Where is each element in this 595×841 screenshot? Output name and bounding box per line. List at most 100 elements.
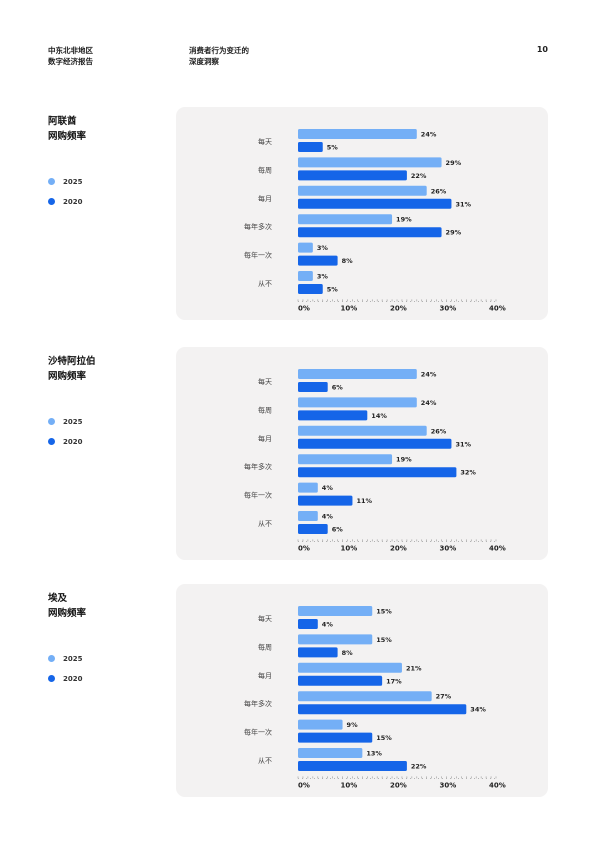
section-title-line-1: 阿联酋 <box>48 116 77 127</box>
bar-2025 <box>298 634 373 645</box>
bar-2025 <box>298 691 432 702</box>
bar-2025 <box>298 129 417 139</box>
category-label: 从不 <box>258 520 272 528</box>
bar-value-label: 3% <box>317 273 329 281</box>
bar-2020 <box>298 675 383 686</box>
legend-item-2020: 2020 <box>48 435 82 448</box>
x-tick-label: 30% <box>440 304 457 312</box>
bar-2025 <box>298 369 417 379</box>
x-tick-label: 10% <box>341 781 358 789</box>
bar-2020 <box>298 524 328 534</box>
category-label: 每年一次 <box>244 491 272 500</box>
legend-label-2020: 2020 <box>63 197 83 206</box>
x-tick-label: 30% <box>440 781 457 789</box>
category-label: 每周 <box>258 405 272 414</box>
bar-chart-saudi: 每天 24% 6% 每周 24% 14% 每月 26% 31% 每年多次 19% 32% 每年一次 4% 1… <box>244 369 506 552</box>
bar-value-label: 6% <box>332 526 344 534</box>
bar-value-label: 5% <box>327 144 339 152</box>
category-label: 每月 <box>258 671 272 680</box>
category-label: 每月 <box>258 194 272 203</box>
category-label: 每天 <box>258 137 272 146</box>
bar-2025 <box>298 214 393 225</box>
bar-2025 <box>298 606 373 616</box>
section-title: 埃及 网购频率 <box>48 591 86 621</box>
section-title: 阿联酋 网购频率 <box>48 114 86 144</box>
report-title: 中东北非地区 数字经济报告 <box>48 45 93 67</box>
category-label: 每年一次 <box>244 251 272 260</box>
bar-value-label: 24% <box>421 131 437 139</box>
report-title-line-2: 数字经济报告 <box>48 57 93 66</box>
bar-2020 <box>298 761 407 771</box>
bar-2025 <box>298 271 313 281</box>
report-title-line-1: 中东北非地区 <box>48 46 93 55</box>
category-label: 每天 <box>258 614 272 623</box>
x-tick-label: 0% <box>298 544 310 552</box>
bar-2020 <box>298 142 323 152</box>
bar-value-label: 15% <box>376 608 392 616</box>
legend-dot-2020 <box>48 198 55 205</box>
bar-value-label: 3% <box>317 244 329 252</box>
section-title-line-2: 网购频率 <box>48 371 87 382</box>
legend: 2025 2020 <box>48 652 82 692</box>
section-title-line-1: 埃及 <box>48 593 68 604</box>
section-title-line-2: 网购频率 <box>48 608 87 619</box>
bar-2020 <box>298 732 373 743</box>
bar-2025 <box>298 425 427 436</box>
bar-2025 <box>298 482 318 493</box>
legend-label-2020: 2020 <box>63 437 83 446</box>
bar-2020 <box>298 170 407 181</box>
bar-value-label: 29% <box>446 159 462 167</box>
bar-2025 <box>298 185 427 196</box>
legend-label-2025: 2025 <box>63 417 83 426</box>
x-tick-label: 20% <box>390 544 407 552</box>
bar-value-label: 15% <box>376 636 392 644</box>
x-tick-label: 40% <box>489 781 506 789</box>
bar-value-label: 26% <box>431 427 447 435</box>
bar-2020 <box>298 467 457 478</box>
bar-value-label: 4% <box>322 513 334 521</box>
legend-item-2020: 2020 <box>48 195 82 208</box>
bar-value-label: 9% <box>347 721 359 729</box>
bar-2020 <box>298 438 452 449</box>
bar-2025 <box>298 242 313 253</box>
legend: 2025 2020 <box>48 175 82 215</box>
category-label: 每周 <box>258 165 272 174</box>
category-label: 从不 <box>258 280 272 288</box>
legend-label-2025: 2025 <box>63 177 83 186</box>
legend-label-2025: 2025 <box>63 654 83 663</box>
x-tick-label: 0% <box>298 304 310 312</box>
bar-value-label: 22% <box>411 763 427 771</box>
bar-value-label: 19% <box>396 456 412 464</box>
legend-item-2025: 2025 <box>48 175 82 188</box>
bar-chart-egypt: 每天 15% 4% 每周 15% 8% 每月 21% 17% 每年多次 27% 34% 每年一次 9% 15… <box>244 606 506 789</box>
bar-value-label: 14% <box>371 412 387 420</box>
bar-value-label: 24% <box>421 399 437 407</box>
bar-value-label: 11% <box>356 497 372 505</box>
x-tick-label: 10% <box>341 544 358 552</box>
bar-value-label: 19% <box>396 216 412 224</box>
bar-2025 <box>298 748 363 758</box>
x-tick-label: 40% <box>489 304 506 312</box>
x-tick-label: 10% <box>341 304 358 312</box>
bar-value-label: 34% <box>470 706 486 714</box>
category-label: 每周 <box>258 642 272 651</box>
x-tick-label: 40% <box>489 544 506 552</box>
section-title-line-1: 沙特阿拉伯 <box>48 356 96 367</box>
bar-value-label: 27% <box>436 693 452 701</box>
bar-2020 <box>298 382 328 392</box>
bar-value-label: 22% <box>411 172 427 180</box>
chart-card: 每天 15% 4% 每周 15% 8% 每月 21% 17% 每年多次 27% 34% 每年一次 9% 15… <box>176 584 548 797</box>
bar-2020 <box>298 198 452 209</box>
chart-card: 每天 24% 6% 每周 24% 14% 每月 26% 31% 每年多次 19% 32% 每年一次 4% 1… <box>176 347 548 560</box>
chart-card: 每天 24% 5% 每周 29% 22% 每月 26% 31% 每年多次 19% 29% 每年一次 3% 8… <box>176 107 548 320</box>
bar-value-label: 8% <box>342 649 354 657</box>
chart-section-egypt: 埃及 网购频率 2025 2020 每天 15% 4% 每周 15% 8% 每月 21% 17%… <box>0 584 595 797</box>
bar-value-label: 6% <box>332 384 344 392</box>
legend-dot-2020 <box>48 438 55 445</box>
bar-value-label: 17% <box>386 677 402 685</box>
category-label: 每天 <box>258 377 272 386</box>
bar-value-label: 32% <box>460 469 476 477</box>
bar-chart-uae: 每天 24% 5% 每周 29% 22% 每月 26% 31% 每年多次 19% 29% 每年一次 3% 8… <box>244 129 506 312</box>
x-tick-label: 20% <box>390 304 407 312</box>
bar-2025 <box>298 454 393 465</box>
